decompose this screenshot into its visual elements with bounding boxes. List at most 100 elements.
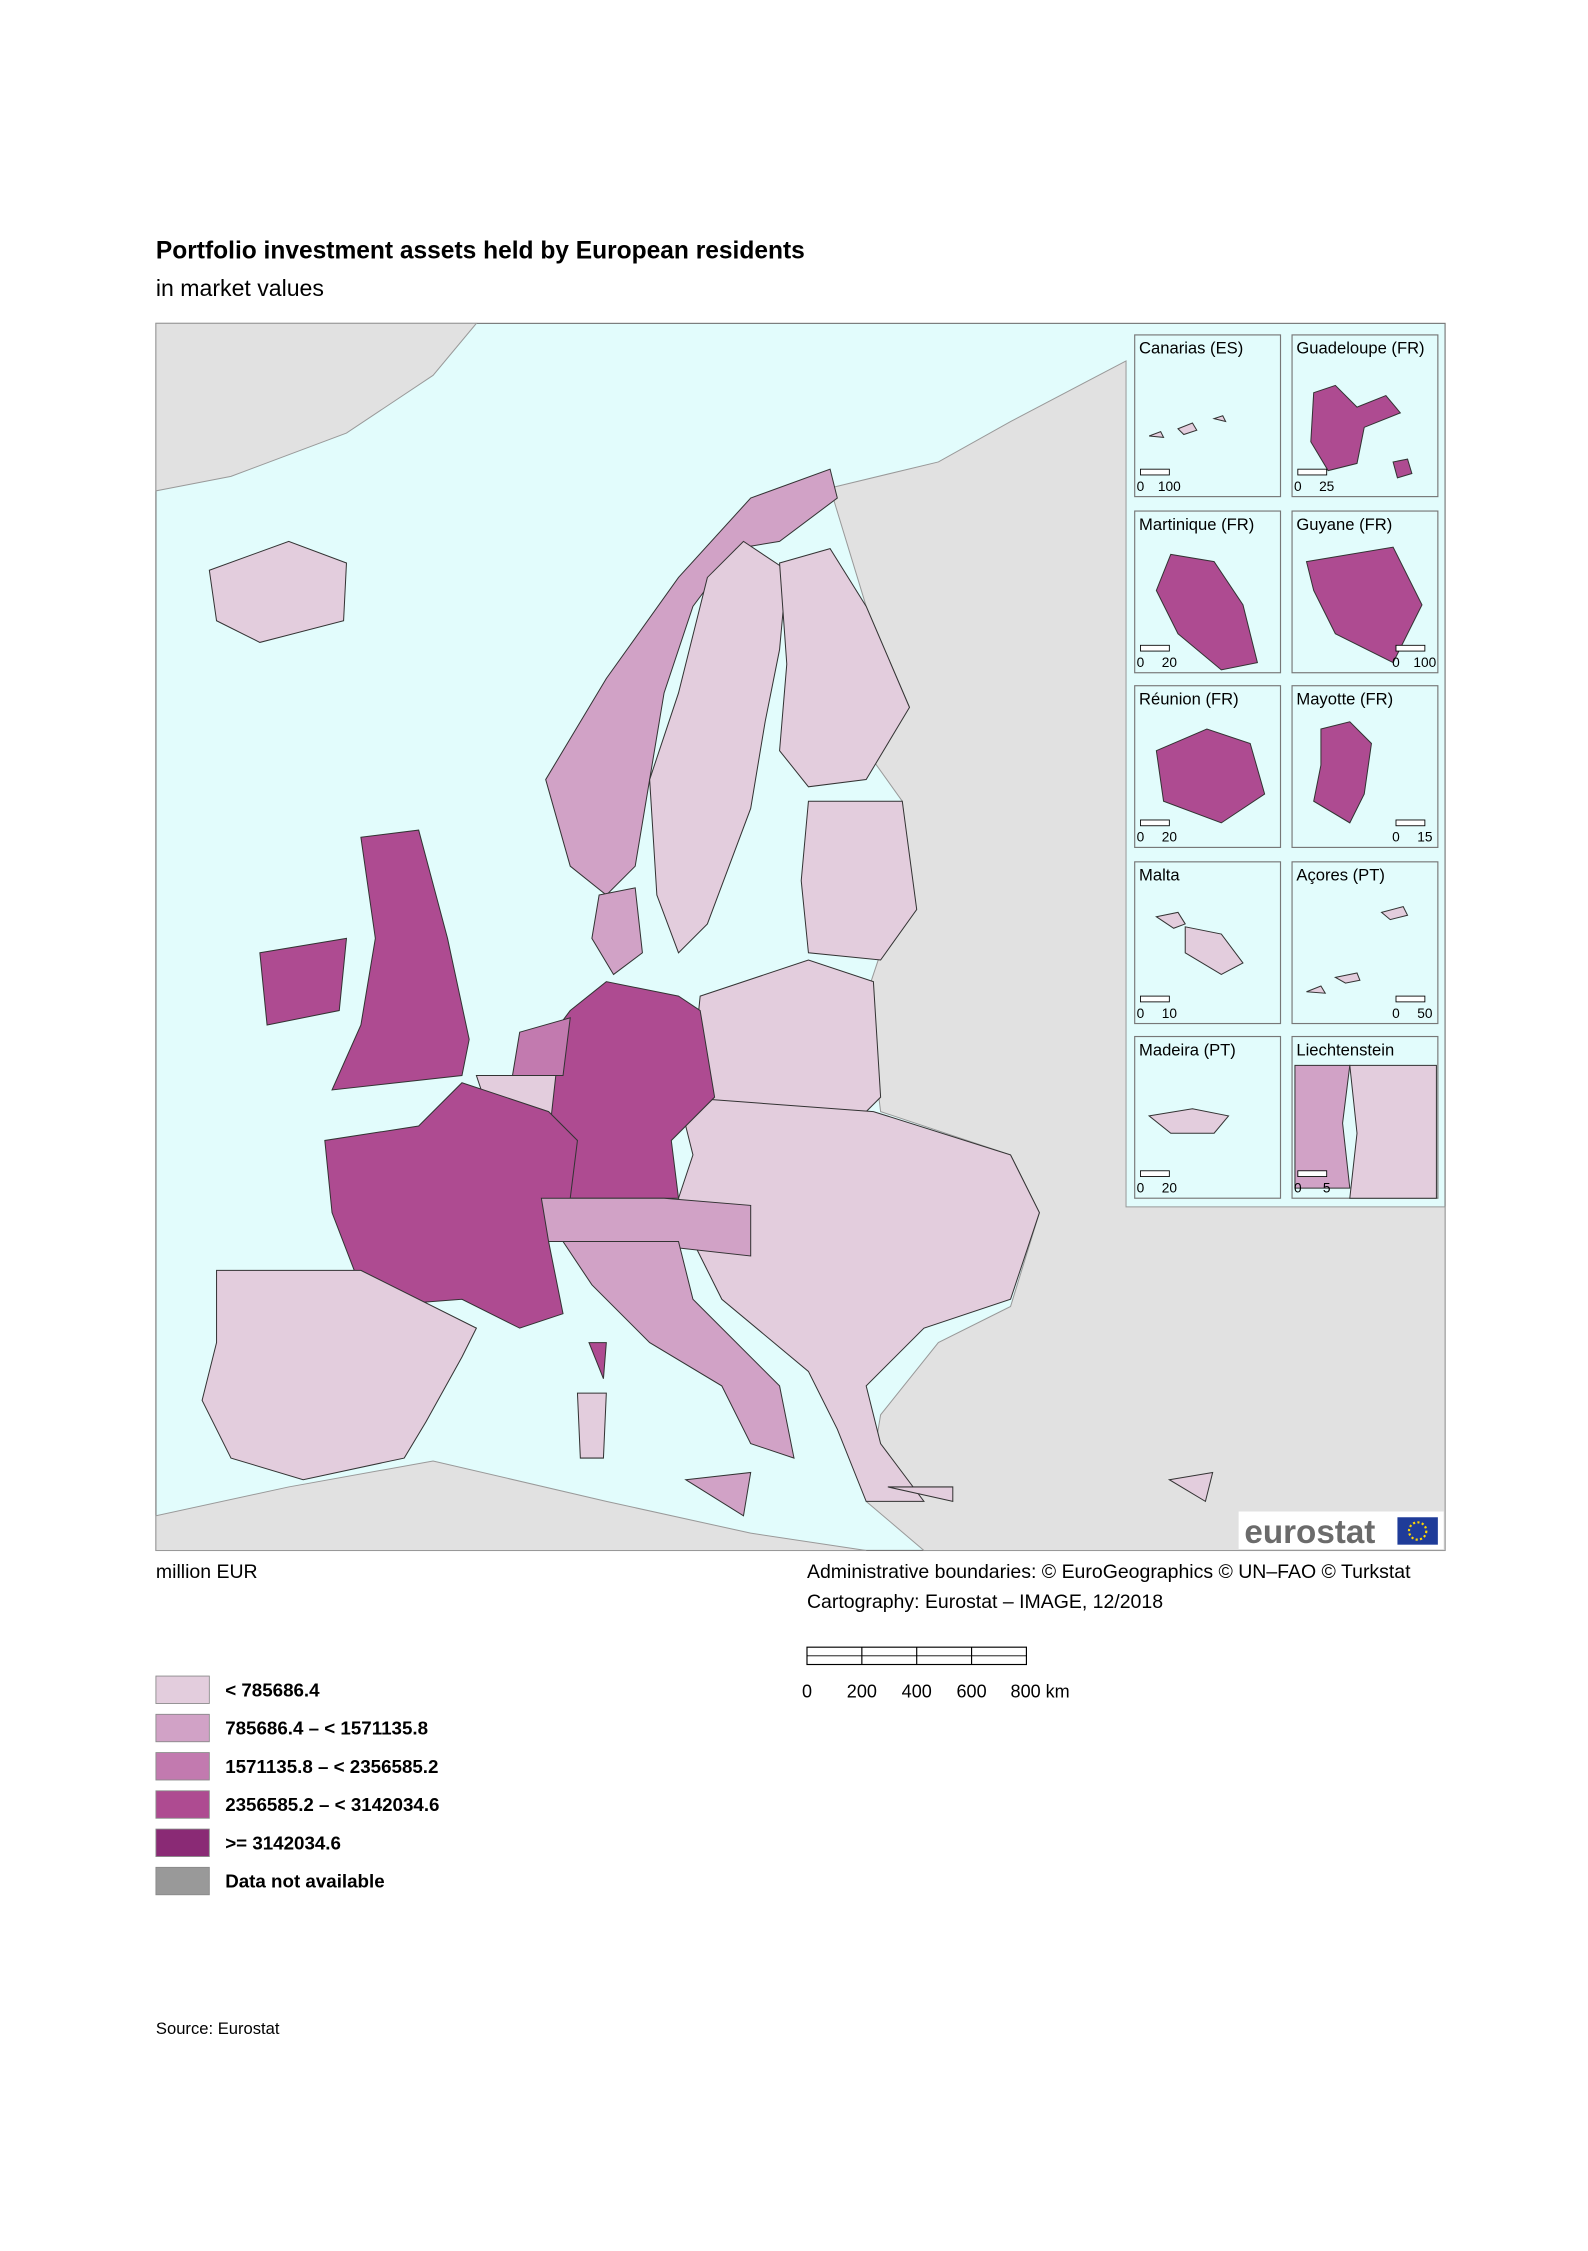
inset-land <box>1349 1064 1437 1199</box>
inset-scale-bar <box>1140 995 1170 1003</box>
country <box>887 1486 954 1503</box>
country <box>201 1269 478 1481</box>
logo-text: eurostat <box>1244 1514 1375 1551</box>
inset-scale-label: 100 <box>1413 655 1436 670</box>
inset-scale-label: 0 <box>1294 479 1302 494</box>
inset-scale-bar <box>1297 1170 1328 1177</box>
inset-scale-bar <box>1297 468 1328 476</box>
legend-swatch <box>155 1752 210 1781</box>
inset-scale-label: 0 <box>1392 655 1400 670</box>
inset: Mayotte (FR) 0 15 <box>1291 685 1439 848</box>
inset: Martinique (FR) 0 20 <box>1134 510 1282 674</box>
inset: Madeira (PT) 0 20 <box>1134 1035 1282 1199</box>
country <box>649 540 788 954</box>
legend-swatch <box>155 1713 210 1743</box>
inset-label: Liechtenstein <box>1296 1040 1394 1059</box>
legend: < 785686.4 785686.4 – < 1571135.8 1571135.… <box>155 1675 439 1896</box>
inset: Liechtenstein 0 5 <box>1291 1035 1439 1199</box>
inset-label: Canarias (ES) <box>1139 339 1243 358</box>
logo: eurostat <box>1238 1511 1444 1551</box>
inset-scale-label: 0 <box>1137 830 1145 845</box>
inset-label: Guadeloupe (FR) <box>1296 339 1424 358</box>
inset: Guyane (FR) 0 100 <box>1291 510 1439 674</box>
inset-scale-label: 15 <box>1417 830 1433 845</box>
inset-land <box>1148 415 1227 439</box>
inset-label: Madeira (PT) <box>1139 1040 1236 1059</box>
inset-scale-bar <box>1140 644 1170 652</box>
inset: Açores (PT) 0 50 <box>1291 861 1439 1025</box>
inset-scale-label: 0 <box>1137 479 1145 494</box>
scale-label: 200 <box>847 1682 877 1702</box>
country <box>800 800 918 961</box>
country <box>1167 1471 1214 1503</box>
inset-label: Réunion (FR) <box>1139 689 1239 708</box>
country <box>591 887 643 976</box>
inset-land <box>1313 721 1372 824</box>
inset-scale-label: 0 <box>1392 830 1400 845</box>
legend-swatch <box>155 1828 210 1857</box>
inset-label: Guyane (FR) <box>1296 515 1392 534</box>
unit-label: million EUR <box>156 1561 258 1583</box>
legend-label: 785686.4 – < 1571135.8 <box>225 1718 428 1739</box>
land <box>155 322 1446 1551</box>
inset-scale-label: 50 <box>1417 1006 1433 1021</box>
country <box>324 1082 578 1329</box>
inset-land <box>1306 906 1409 994</box>
inset-label: Malta <box>1139 866 1180 885</box>
inset-scale-bar <box>1395 995 1426 1003</box>
country <box>562 1241 795 1459</box>
inset-scale-label: 0 <box>1392 1006 1400 1021</box>
legend-label: 2356585.2 – < 3142034.6 <box>225 1794 439 1815</box>
inset-scale-label: 0 <box>1294 1180 1302 1195</box>
country <box>684 1471 752 1517</box>
inset-land <box>1147 1108 1230 1134</box>
scale-label: 0 <box>802 1682 812 1702</box>
country <box>208 540 347 643</box>
inset-scale-label: 20 <box>1162 830 1178 845</box>
legend-swatch <box>155 1675 210 1704</box>
inset-land <box>1155 553 1259 671</box>
country <box>588 1342 607 1379</box>
inset-label: Mayotte (FR) <box>1296 689 1393 708</box>
map-title: Portfolio investment assets held by Euro… <box>156 237 805 264</box>
inset-scale-label: 0 <box>1137 1006 1145 1021</box>
inset: Malta 0 10 <box>1134 861 1282 1025</box>
inset-scale-label: 0 <box>1137 655 1145 670</box>
scale-label: 800 km <box>1011 1682 1070 1702</box>
inset-scale-bar <box>1395 819 1426 827</box>
inset-land <box>1305 546 1423 664</box>
scale-bar <box>806 1646 1028 1666</box>
scale-label: 400 <box>902 1682 932 1702</box>
source: Source: Eurostat <box>156 2019 280 2038</box>
country <box>829 360 1446 1551</box>
scale-label: 600 <box>957 1682 987 1702</box>
country <box>259 937 348 1026</box>
inset-scale-label: 20 <box>1162 655 1178 670</box>
inset-scale-label: 20 <box>1162 1180 1178 1195</box>
inset-scale-label: 10 <box>1162 1006 1178 1021</box>
inset-label: Martinique (FR) <box>1139 515 1254 534</box>
inset: Réunion (FR) 0 20 <box>1134 685 1282 848</box>
inset-land <box>1155 728 1266 824</box>
legend-label: Data not available <box>225 1871 384 1892</box>
inset-scale-bar <box>1140 1170 1170 1177</box>
country <box>155 1460 867 1551</box>
inset-land <box>1310 384 1413 479</box>
legend-label: >= 3142034.6 <box>225 1832 341 1853</box>
inset: Canarias (ES) 0 100 <box>1134 334 1282 498</box>
credit: Administrative boundaries: © EuroGeograp… <box>807 1561 1411 1583</box>
country <box>511 1017 571 1077</box>
legend-swatch <box>155 1866 210 1896</box>
inset-scale-bar <box>1140 468 1170 476</box>
country <box>331 829 470 1091</box>
legend-label: 1571135.8 – < 2356585.2 <box>225 1756 438 1777</box>
inset-scale-label: 25 <box>1319 479 1335 494</box>
inset-land <box>1294 1064 1351 1189</box>
inset-land <box>1155 911 1244 976</box>
inset-scale-bar <box>1395 644 1426 652</box>
map-subtitle: in market values <box>156 275 324 301</box>
country <box>155 322 478 492</box>
inset-scale-bar <box>1140 819 1170 827</box>
